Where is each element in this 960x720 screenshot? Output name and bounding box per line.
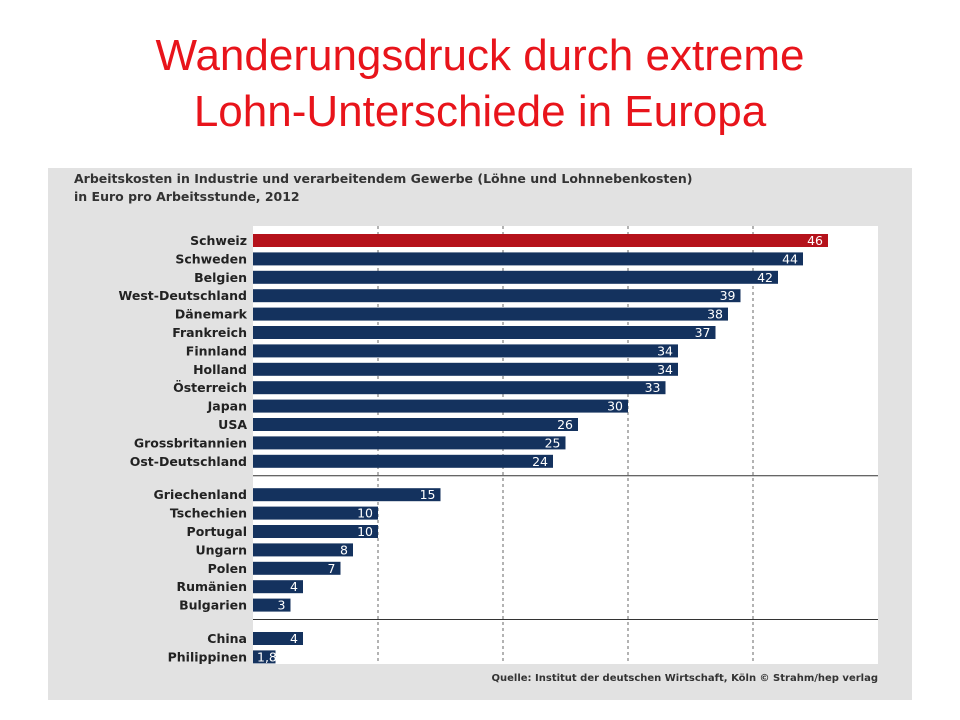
chart-title: Arbeitskosten in Industrie und verarbeit… <box>74 170 692 206</box>
category-label: Belgien <box>194 270 247 285</box>
bar <box>253 399 628 413</box>
slide-title-line-1: Wanderungsdruck durch extreme <box>155 31 805 80</box>
category-label: Griechenland <box>154 487 247 502</box>
category-label: Ost-Deutschland <box>130 454 247 469</box>
bar <box>253 326 716 339</box>
data-label: 15 <box>420 487 436 502</box>
data-label: 24 <box>532 454 548 469</box>
slide-title-line-2: Lohn-Unterschiede in Europa <box>193 87 767 136</box>
data-label: 25 <box>545 435 561 450</box>
data-label: 33 <box>645 380 661 395</box>
bar <box>253 252 803 266</box>
bar <box>253 381 666 395</box>
category-label: Dänemark <box>175 307 248 322</box>
bar <box>253 436 566 450</box>
data-label: 30 <box>607 399 623 414</box>
data-label: 1,8 <box>257 649 277 664</box>
category-label: Schweiz <box>190 233 247 248</box>
bar <box>253 632 303 645</box>
chart-source: Quelle: Institut der deutschen Wirtschaf… <box>491 673 879 684</box>
category-label: Philippinen <box>168 649 247 664</box>
category-label: Japan <box>207 399 247 414</box>
category-label: China <box>207 631 247 646</box>
data-label: 8 <box>340 542 348 557</box>
bar <box>253 488 441 502</box>
chart-subtitle: in Euro pro Arbeitsstunde, 2012 <box>74 189 300 204</box>
data-label: 34 <box>657 362 673 377</box>
bar <box>253 506 378 520</box>
category-label: Grossbritannien <box>134 435 247 450</box>
chart-title-line-1: Arbeitskosten in Industrie und verarbeit… <box>74 171 693 186</box>
category-label: Rumänien <box>176 579 247 594</box>
data-label: 34 <box>657 343 673 358</box>
category-label: Portugal <box>187 524 247 539</box>
data-label: 7 <box>328 561 336 576</box>
bar <box>253 270 778 284</box>
bar <box>253 362 678 376</box>
category-label: Schweden <box>175 251 247 266</box>
bar <box>253 344 678 358</box>
data-label: 4 <box>290 579 298 594</box>
data-label: 42 <box>757 270 773 285</box>
category-label: Österreich <box>173 380 247 395</box>
category-label: Holland <box>193 362 247 377</box>
data-label: 3 <box>278 598 286 613</box>
bar <box>253 543 353 557</box>
category-label: Bulgarien <box>179 598 247 613</box>
bar <box>253 650 276 664</box>
data-label: 37 <box>695 325 711 340</box>
bar <box>253 307 728 321</box>
category-label: Finnland <box>186 343 247 358</box>
bar <box>253 454 553 468</box>
bar <box>253 418 578 431</box>
bar <box>253 580 303 594</box>
data-label: 10 <box>357 524 373 539</box>
bar <box>253 525 378 538</box>
bar <box>253 598 291 612</box>
slide-title: Wanderungsdruck durch extreme Lohn-Unter… <box>0 28 960 140</box>
category-label: USA <box>218 417 247 432</box>
data-label: 38 <box>707 307 723 322</box>
category-label: West-Deutschland <box>119 288 247 303</box>
category-label: Tschechien <box>170 506 247 521</box>
data-label: 44 <box>782 251 798 266</box>
data-label: 4 <box>290 631 298 646</box>
category-label: Polen <box>208 561 247 576</box>
bar <box>253 561 341 575</box>
bar <box>253 234 828 247</box>
category-label: Ungarn <box>196 542 248 557</box>
data-label: 10 <box>357 506 373 521</box>
data-label: 39 <box>720 288 736 303</box>
chart-panel: Arbeitskosten in Industrie und verarbeit… <box>48 168 912 700</box>
data-label: 26 <box>557 417 573 432</box>
category-label: Frankreich <box>172 325 247 340</box>
bar <box>253 289 741 303</box>
data-label: 46 <box>807 233 823 248</box>
